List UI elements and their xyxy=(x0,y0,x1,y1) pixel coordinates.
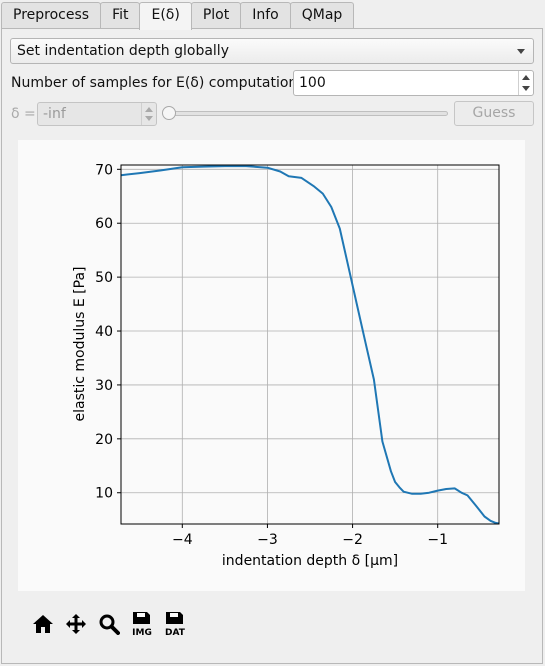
plot-frame xyxy=(120,164,500,525)
x-tick-label: −3 xyxy=(257,532,278,548)
home-icon xyxy=(32,615,53,633)
samples-stepper[interactable] xyxy=(518,71,533,95)
chart-grid xyxy=(121,165,499,524)
y-tick-label: 70 xyxy=(95,162,113,178)
x-tick-label: −4 xyxy=(172,532,193,548)
save-data-label: DAT xyxy=(165,628,186,637)
delta-slider-track[interactable] xyxy=(166,111,448,116)
plot-toolbar: IMG DAT xyxy=(26,609,191,639)
y-tick-label: 30 xyxy=(95,378,113,394)
chart-ticks: −4 −3 −2 −1 10 20 30 40 50 60 70 xyxy=(95,162,448,548)
samples-label: Number of samples for E(δ) computation xyxy=(11,75,298,91)
tab-preprocess[interactable]: Preprocess xyxy=(1,2,102,29)
zoom-icon xyxy=(99,614,120,635)
arrow-up-icon[interactable] xyxy=(522,75,530,80)
y-tick-label: 10 xyxy=(95,486,113,502)
tab-bar: Preprocess Fit E(δ) Plot Info QMap xyxy=(1,2,355,30)
y-tick-label: 40 xyxy=(95,324,113,340)
delta-stepper[interactable] xyxy=(141,103,156,125)
y-tick-label: 60 xyxy=(95,216,113,232)
home-button[interactable] xyxy=(26,609,59,639)
save-data-button[interactable]: DAT xyxy=(158,609,191,639)
guess-button[interactable]: Guess xyxy=(454,101,534,126)
depth-mode-select[interactable]: Set indentation depth globally xyxy=(10,38,534,64)
tab-e-delta[interactable]: E(δ) xyxy=(139,2,192,30)
series-line xyxy=(120,165,500,525)
save-image-icon: IMG xyxy=(132,612,152,637)
tab-fit[interactable]: Fit xyxy=(100,2,141,29)
save-image-label: IMG xyxy=(132,628,152,637)
delta-spinbox[interactable]: -inf xyxy=(37,102,157,126)
delta-label: δ = xyxy=(11,106,36,122)
y-tick-label: 50 xyxy=(95,270,113,286)
x-tick-label: −1 xyxy=(427,532,448,548)
plot-canvas[interactable]: −4 −3 −2 −1 10 20 30 40 50 60 70 indentation depth… xyxy=(18,140,525,591)
chevron-down-icon xyxy=(517,49,525,54)
save-image-button[interactable]: IMG xyxy=(125,609,158,639)
delta-value: -inf xyxy=(43,106,66,122)
samples-spinbox[interactable]: 100 xyxy=(293,70,534,96)
save-data-icon: DAT xyxy=(165,612,186,637)
samples-value: 100 xyxy=(299,75,326,91)
arrow-down-icon[interactable] xyxy=(145,116,153,121)
arrow-up-icon[interactable] xyxy=(145,107,153,112)
tab-qmap[interactable]: QMap xyxy=(289,2,355,29)
pan-button[interactable] xyxy=(59,609,92,639)
chart-series xyxy=(120,165,500,525)
delta-slider-handle[interactable] xyxy=(162,106,176,120)
y-tick-label: 20 xyxy=(95,432,113,448)
zoom-button[interactable] xyxy=(92,609,125,639)
tab-plot[interactable]: Plot xyxy=(190,2,242,29)
tab-info[interactable]: Info xyxy=(240,2,291,29)
x-axis-label: indentation depth δ [µm] xyxy=(222,553,398,569)
x-tick-label: −2 xyxy=(342,532,363,548)
pan-icon xyxy=(65,614,86,634)
arrow-down-icon[interactable] xyxy=(522,86,530,91)
y-axis-label: elastic modulus E [Pa] xyxy=(72,267,88,422)
e-delta-chart: −4 −3 −2 −1 10 20 30 40 50 60 70 indentation depth… xyxy=(72,162,500,569)
depth-mode-value: Set indentation depth globally xyxy=(17,43,229,59)
